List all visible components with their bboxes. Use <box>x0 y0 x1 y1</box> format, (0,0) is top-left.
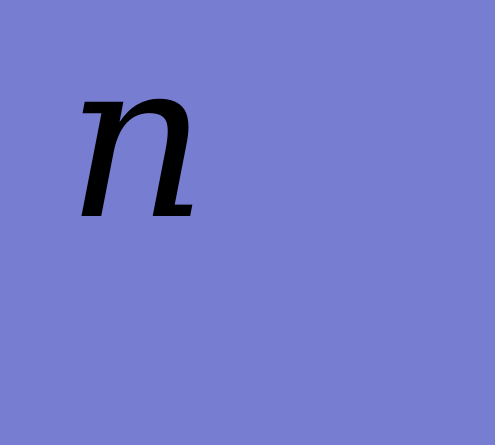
math-symbol-n: n <box>66 12 208 268</box>
